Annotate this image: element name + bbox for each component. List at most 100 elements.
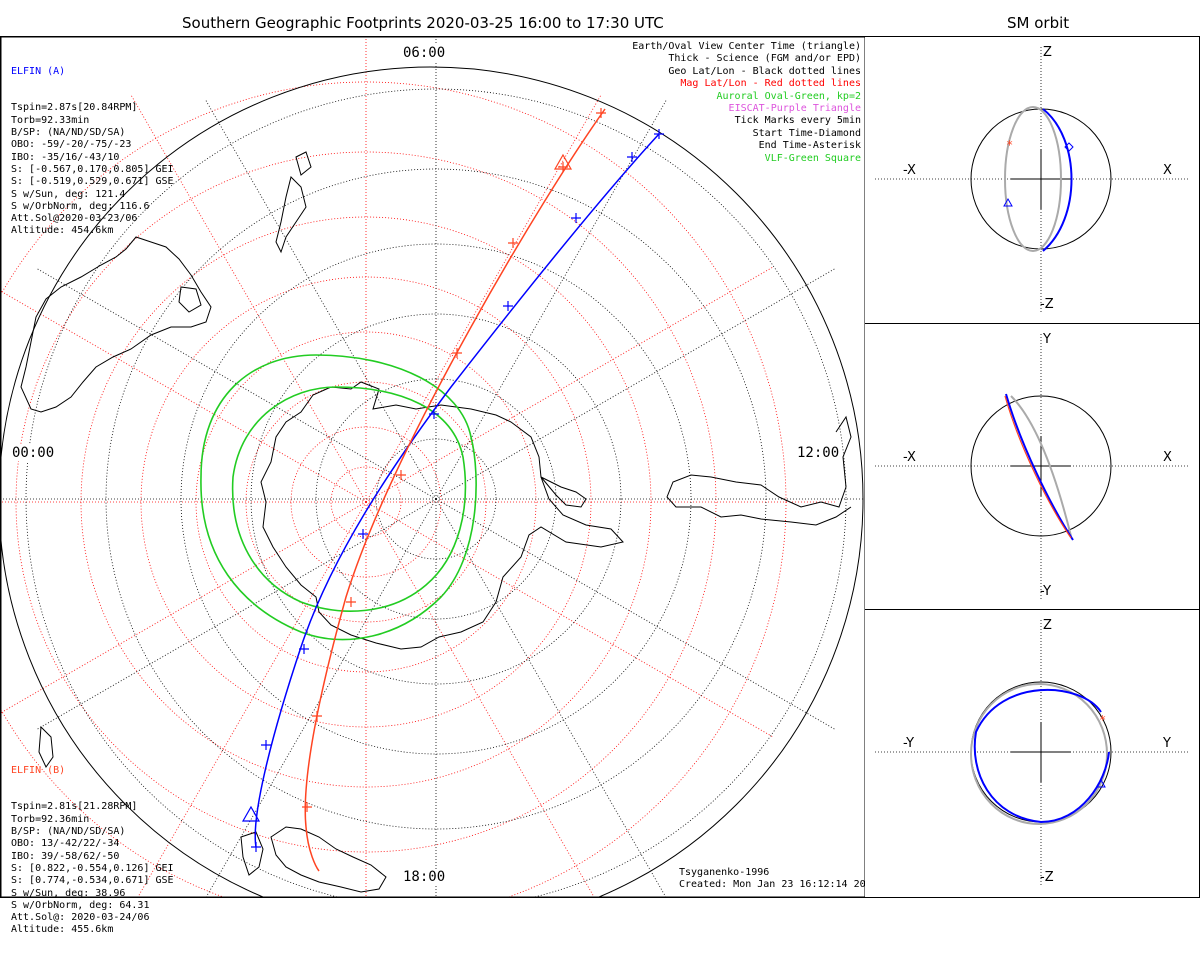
- elfin-b-tick: [346, 597, 356, 607]
- created-label: Created: Mon Jan 23 16:12:14 2023: [679, 879, 878, 890]
- elfin-b-tick: [312, 711, 322, 721]
- elfin-a-center-triangle: [241, 805, 261, 822]
- auroral-oval-inner: [231, 386, 467, 612]
- info-line: S: [-0.567,0.170,0.805] GEI: [11, 163, 174, 175]
- geo-meridian: [205, 100, 437, 500]
- legend-item: End Time-Asterisk: [758, 140, 861, 152]
- mag-meridian: [137, 501, 367, 897]
- plot-title: Southern Geographic Footprints 2020-03-2…: [182, 14, 664, 32]
- axis-neg-v: -Y: [1040, 584, 1052, 599]
- australia-coastline: [20, 236, 212, 413]
- info-line: Tspin=2.87s[20.84RPM]: [11, 102, 138, 114]
- orbit-a: [1005, 393, 1074, 541]
- panel-xz: * -X X Z -Z: [865, 36, 1200, 325]
- geo-meridian: [37, 498, 437, 730]
- info-line: S w/OrbNorm, deg: 64.31: [11, 899, 150, 911]
- legend-item: Start Time-Diamond: [752, 127, 861, 139]
- panel-xz-canvas: *: [875, 47, 1189, 313]
- end-asterisk: *: [1006, 138, 1013, 152]
- elfin-a-tick: [299, 644, 309, 654]
- info-line: S: [0.774,-0.534,0.671] GSE: [11, 875, 174, 887]
- africa-coastline: [270, 826, 387, 893]
- legend-item: Earth/Oval View Center Time (triangle): [632, 41, 861, 52]
- mag-meridian: [1, 501, 367, 714]
- elfin-a-tick: [261, 740, 271, 750]
- legend-item: Auroral Oval-Green, kp=2: [716, 90, 862, 102]
- axis-neg-v: -Z: [1040, 297, 1054, 312]
- mag-meridian: [130, 94, 367, 503]
- info-line: Torb=92.36min: [11, 813, 90, 825]
- view-triangle: [1096, 778, 1106, 788]
- info-line: Att.Sol@2020-03-23/06: [11, 213, 138, 225]
- info-line: S: [-0.519,0.529,0.671] GSE: [11, 176, 174, 188]
- geo-meridian: [435, 498, 835, 730]
- tasmania-coastline: [178, 286, 202, 313]
- mag-meridian: [365, 266, 774, 503]
- mag-meridian: [1, 290, 367, 503]
- antarctica-coastline: [260, 381, 624, 650]
- axis-pos-h: X: [1163, 450, 1172, 465]
- info-line: Altitude: 454.6km: [11, 225, 114, 237]
- axis-pos-v: Z: [1043, 45, 1052, 60]
- elfin-b-tick: [452, 348, 462, 358]
- elfin-b-tick: [558, 162, 568, 172]
- orbit-a: [973, 688, 1110, 824]
- info-line: Torb=92.33min: [11, 114, 90, 126]
- india-coastline: [38, 725, 54, 768]
- elfin-a-tick: [654, 129, 664, 139]
- footprint-map: ELFIN (A) Tspin=2.87s[20.84RPM] Torb=92.3…: [0, 36, 878, 935]
- elfin-b-track: [304, 108, 606, 872]
- mag-lat-circle: [15, 151, 717, 853]
- axis-neg-h: -Y: [903, 736, 915, 751]
- elfin-b-name: ELFIN (B): [11, 764, 66, 776]
- info-line: OBO: -59/-20/-75/-23: [11, 139, 132, 151]
- mag-lat-circle: [330, 466, 402, 538]
- mag-meridian: [365, 501, 595, 897]
- info-line: Att.Sol@: 2020-03-24/06: [11, 912, 150, 924]
- orbit-b-red: [1004, 395, 1072, 539]
- elfin-a-tick: [627, 152, 637, 162]
- info-line: S w/Sun, deg: 38.96: [11, 887, 126, 899]
- info-line: B/SP: (NA/ND/SD/SA): [11, 127, 126, 139]
- elfin-a-tick: [571, 213, 581, 223]
- earth-circle: [970, 395, 1112, 537]
- mag-lat-circle: [195, 331, 537, 673]
- elfin-b-tick: [302, 802, 312, 812]
- panel-yz-canvas: *: [875, 620, 1189, 886]
- elfin-a-name: ELFIN (A): [11, 65, 66, 77]
- info-line: IBO: -35/16/-43/10: [11, 151, 120, 163]
- mag-meridian: [365, 501, 774, 738]
- auroral-oval-outer: [200, 354, 477, 641]
- info-line: OBO: 13/-42/22/-34: [11, 838, 120, 850]
- mag-grid: [1, 37, 836, 897]
- orbit-a: [1042, 108, 1073, 252]
- elfin-b-lines: Tspin=2.81s[21.28RPM] Torb=92.36min B/SP: …: [11, 801, 174, 936]
- start-diamond: [1064, 142, 1074, 152]
- elfin-b-tick: [596, 108, 606, 118]
- elfin-a-tick: [503, 301, 513, 311]
- mlt-label-left: 00:00: [11, 445, 56, 461]
- axis-neg-v: -Z: [1040, 870, 1054, 885]
- mlt-label-bottom: 18:00: [402, 869, 447, 885]
- elfin-b-tick: [396, 470, 406, 480]
- info-line: B/SP: (NA/ND/SD/SA): [11, 826, 126, 838]
- elfin-a-info: ELFIN (A) Tspin=2.87s[20.84RPM] Torb=92.3…: [11, 41, 174, 262]
- geo-meridian: [435, 498, 667, 897]
- info-line: S w/OrbNorm, deg: 116.6: [11, 200, 150, 212]
- model-label: Tsyganenko-1996: [679, 867, 770, 878]
- axis-neg-h: -X: [903, 163, 916, 178]
- orbit-b: [1010, 395, 1072, 537]
- panel-yz: * -Y Y Z -Z: [865, 609, 1200, 898]
- peninsula-coastline: [540, 476, 587, 508]
- geo-lat-circle: [250, 313, 622, 685]
- elfin-a-track: [254, 133, 660, 848]
- geo-lat-circle: [25, 88, 847, 897]
- legend-item: Geo Lat/Lon - Black dotted lines: [668, 65, 861, 77]
- south-america-coastline: [666, 415, 852, 526]
- mlt-label-top: 06:00: [402, 45, 447, 61]
- end-asterisk: *: [1099, 713, 1106, 727]
- orbit-b: [1004, 106, 1062, 252]
- legend: Earth/Oval View Center Time (triangle) Th…: [632, 41, 861, 165]
- satellite-tracks: [241, 108, 664, 872]
- axis-pos-h: X: [1163, 163, 1172, 178]
